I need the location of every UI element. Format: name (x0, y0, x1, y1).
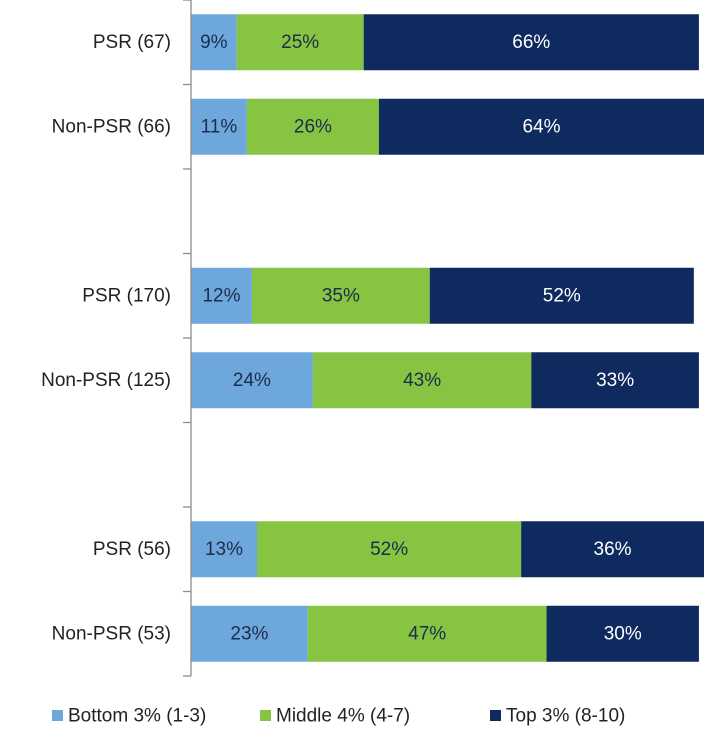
data-label: 12% (202, 285, 240, 306)
bar-segment (531, 352, 699, 409)
bar-segment (191, 14, 237, 71)
bar-segment (246, 98, 379, 155)
data-label: 43% (403, 370, 441, 391)
data-label: 30% (604, 623, 642, 644)
legend-label: Top 3% (8-10) (506, 706, 625, 727)
bar-segment (191, 352, 313, 409)
data-label: 47% (408, 623, 446, 644)
y-tick-label: Non-PSR (53) (52, 623, 171, 644)
data-label: 26% (294, 116, 332, 137)
y-tick-label: PSR (170) (82, 285, 171, 306)
legend-label: Middle 4% (4-7) (276, 706, 410, 727)
legend-swatch (52, 710, 63, 721)
bar-segment (363, 14, 699, 71)
data-label: 64% (522, 116, 560, 137)
data-label: 11% (201, 116, 238, 137)
data-label: 52% (543, 285, 581, 306)
y-tick-label: PSR (56) (93, 539, 171, 560)
data-label: 25% (281, 32, 319, 53)
bar-segment (546, 605, 699, 662)
y-tick-label: PSR (67) (93, 32, 171, 53)
bar-segment (191, 521, 258, 578)
y-tick-label: Non-PSR (125) (41, 370, 171, 391)
y-tick-label: Non-PSR (66) (52, 116, 171, 137)
data-label: 33% (596, 370, 634, 391)
bar-segment (257, 521, 522, 578)
bar-segment (191, 98, 247, 155)
data-label: 13% (205, 539, 243, 560)
bar-segment (236, 14, 364, 71)
data-label: 35% (322, 285, 360, 306)
data-label: 23% (230, 623, 268, 644)
bar-segment (251, 267, 430, 324)
legend-swatch (490, 710, 501, 721)
bar-segment (521, 521, 704, 578)
bar-segment (378, 98, 704, 155)
legend-swatch (260, 710, 271, 721)
bar-segment (191, 605, 308, 662)
data-label: 36% (594, 539, 632, 560)
data-label: 66% (512, 32, 550, 53)
bar-segment (191, 267, 252, 324)
bar-segment (312, 352, 532, 409)
data-label: 52% (370, 539, 408, 560)
legend-label: Bottom 3% (1-3) (68, 706, 206, 727)
data-label: 24% (233, 370, 271, 391)
bar-segment (429, 267, 694, 324)
bar-segment (307, 605, 547, 662)
data-label: 9% (200, 32, 228, 53)
